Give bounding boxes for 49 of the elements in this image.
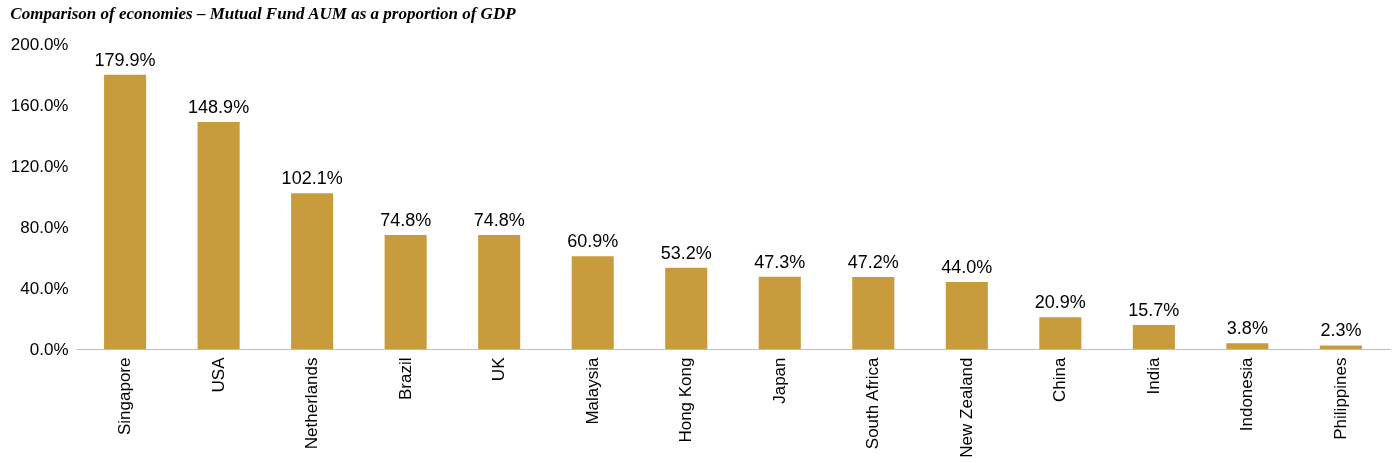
y-tick-label: 160.0%: [10, 95, 69, 115]
x-tick-label: Brazil: [395, 357, 415, 401]
x-tick-label: USA: [208, 356, 228, 393]
data-label: 60.9%: [567, 231, 619, 252]
data-label: 74.8%: [380, 209, 432, 230]
bar: [1226, 343, 1269, 349]
bar: [571, 256, 614, 349]
data-label: 148.9%: [188, 96, 250, 117]
x-tick-label: New Zealand: [956, 357, 976, 458]
bar: [478, 234, 521, 349]
bar: [1319, 345, 1362, 349]
data-label: 20.9%: [1034, 292, 1086, 313]
y-tick-label: 80.0%: [20, 217, 69, 237]
bar: [758, 276, 801, 349]
bar: [291, 193, 334, 349]
x-tick-label: Hong Kong: [676, 357, 696, 443]
data-label: 179.9%: [94, 49, 156, 70]
x-tick-label: China: [1050, 356, 1070, 402]
data-label: 3.8%: [1226, 318, 1268, 339]
data-label: 53.2%: [660, 242, 712, 263]
bar: [1039, 317, 1082, 349]
data-label: 102.1%: [281, 168, 343, 189]
bar: [665, 267, 708, 349]
x-tick-label: Singapore: [115, 357, 135, 436]
data-label: 74.8%: [473, 209, 525, 230]
data-label: 2.3%: [1320, 320, 1362, 341]
data-label: 47.2%: [847, 252, 899, 273]
data-label: 15.7%: [1128, 300, 1180, 321]
x-tick-label: Philippines: [1330, 357, 1350, 440]
x-tick-label: India: [1143, 356, 1163, 395]
data-label: 44.0%: [941, 256, 993, 277]
x-tick-label: Indonesia: [1237, 356, 1257, 432]
bar: [104, 74, 147, 349]
bar: [1132, 325, 1175, 349]
y-tick-label: 40.0%: [20, 278, 69, 298]
x-tick-label: Netherlands: [302, 357, 322, 450]
bar: [945, 281, 988, 349]
x-tick-label: Malaysia: [582, 356, 602, 425]
data-label: 47.3%: [754, 251, 806, 272]
bar: [852, 277, 895, 349]
y-tick-label: 0.0%: [29, 339, 69, 359]
bar: [384, 234, 427, 349]
x-tick-label: UK: [489, 356, 509, 382]
x-tick-label: Japan: [769, 357, 789, 404]
chart-title: Comparison of economies – Mutual Fund AUM as a proportion of GDP: [10, 4, 517, 23]
bar: [197, 121, 240, 349]
y-tick-label: 120.0%: [10, 156, 69, 176]
y-tick-label: 200.0%: [10, 34, 69, 54]
x-tick-label: South Africa: [863, 356, 883, 450]
